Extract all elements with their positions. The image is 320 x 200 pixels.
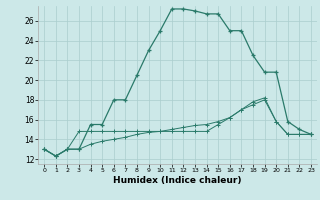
- X-axis label: Humidex (Indice chaleur): Humidex (Indice chaleur): [113, 176, 242, 185]
